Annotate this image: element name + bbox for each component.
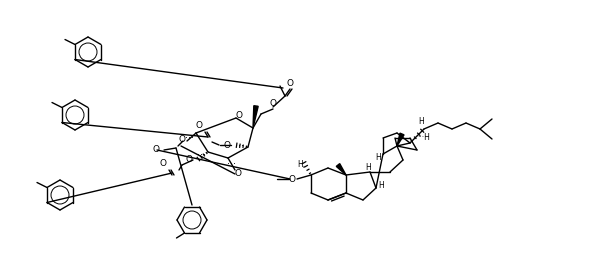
Text: ···: ··· xyxy=(197,150,206,160)
Text: ···: ··· xyxy=(186,133,194,143)
Text: H: H xyxy=(378,180,384,189)
Text: O: O xyxy=(269,98,277,108)
Text: O: O xyxy=(235,169,242,178)
Polygon shape xyxy=(397,133,404,146)
Text: O: O xyxy=(288,175,296,183)
Text: O: O xyxy=(235,111,242,120)
Text: O: O xyxy=(186,156,193,164)
Polygon shape xyxy=(336,164,346,175)
Text: H,: H, xyxy=(297,160,305,169)
Text: O: O xyxy=(223,140,230,150)
Text: H: H xyxy=(418,117,424,125)
Text: H: H xyxy=(375,153,381,163)
Text: O: O xyxy=(287,79,294,88)
Text: O: O xyxy=(152,146,160,154)
Text: ···H: ···H xyxy=(417,134,430,143)
Text: H: H xyxy=(365,163,371,172)
Text: O: O xyxy=(196,121,203,131)
Text: ···: ··· xyxy=(235,141,245,151)
Text: O: O xyxy=(160,160,167,169)
Text: O: O xyxy=(178,134,186,144)
Text: ···: ··· xyxy=(226,159,235,169)
Polygon shape xyxy=(253,106,258,128)
